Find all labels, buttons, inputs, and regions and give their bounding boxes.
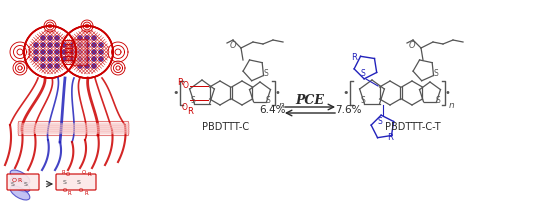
Circle shape: [91, 35, 97, 41]
Text: •: •: [444, 88, 450, 98]
Circle shape: [40, 63, 46, 69]
Text: 6.4%: 6.4%: [258, 105, 285, 115]
Text: R: R: [351, 53, 357, 62]
Circle shape: [77, 49, 83, 55]
Text: R: R: [87, 172, 91, 176]
FancyBboxPatch shape: [72, 39, 87, 65]
Text: R: R: [84, 191, 88, 196]
Circle shape: [98, 49, 104, 55]
Circle shape: [84, 49, 90, 55]
Circle shape: [33, 42, 39, 48]
Ellipse shape: [10, 186, 30, 200]
Text: O: O: [79, 187, 83, 192]
Circle shape: [70, 56, 76, 62]
Circle shape: [77, 63, 83, 69]
Text: R: R: [61, 169, 65, 174]
Circle shape: [33, 49, 39, 55]
Text: R: R: [17, 178, 21, 183]
Circle shape: [84, 42, 90, 48]
Text: S: S: [191, 95, 195, 104]
Circle shape: [54, 49, 60, 55]
Text: O: O: [409, 40, 415, 50]
Text: S: S: [361, 68, 365, 77]
Text: R: R: [67, 191, 71, 196]
Circle shape: [47, 42, 53, 48]
Text: PCE: PCE: [295, 94, 324, 106]
Text: R: R: [387, 132, 393, 141]
Text: O: O: [230, 40, 236, 50]
Text: O: O: [66, 172, 70, 176]
Text: R: R: [187, 106, 193, 116]
Circle shape: [70, 49, 76, 55]
Text: S: S: [433, 68, 438, 77]
Text: •: •: [343, 88, 349, 98]
Circle shape: [47, 56, 53, 62]
FancyBboxPatch shape: [7, 174, 39, 190]
Circle shape: [47, 49, 53, 55]
Circle shape: [54, 63, 60, 69]
Circle shape: [54, 56, 60, 62]
Text: S: S: [24, 182, 28, 187]
FancyBboxPatch shape: [56, 174, 96, 190]
Circle shape: [47, 63, 53, 69]
Text: 7.6%: 7.6%: [335, 105, 361, 115]
Circle shape: [84, 63, 90, 69]
Text: S: S: [11, 182, 15, 187]
Text: S: S: [77, 180, 81, 185]
Circle shape: [61, 56, 67, 62]
Text: O: O: [82, 169, 86, 174]
Circle shape: [91, 56, 97, 62]
Text: O: O: [183, 81, 189, 90]
Ellipse shape: [10, 170, 30, 184]
FancyBboxPatch shape: [18, 121, 128, 135]
Circle shape: [91, 49, 97, 55]
Circle shape: [77, 42, 83, 48]
Circle shape: [40, 35, 46, 41]
Circle shape: [77, 56, 83, 62]
Text: •: •: [173, 88, 179, 98]
Text: S: S: [266, 95, 271, 104]
Circle shape: [98, 42, 104, 48]
Text: •: •: [274, 88, 280, 98]
Circle shape: [54, 42, 60, 48]
Circle shape: [98, 56, 104, 62]
Circle shape: [70, 42, 76, 48]
Text: n: n: [449, 101, 455, 110]
Circle shape: [47, 35, 53, 41]
Text: S: S: [378, 117, 382, 125]
Circle shape: [61, 49, 67, 55]
Text: R: R: [177, 77, 183, 86]
Ellipse shape: [10, 178, 30, 192]
Circle shape: [33, 56, 39, 62]
Text: S: S: [63, 180, 67, 185]
Circle shape: [91, 63, 97, 69]
Circle shape: [84, 56, 90, 62]
Text: O: O: [63, 187, 67, 192]
Circle shape: [77, 35, 83, 41]
Text: S: S: [436, 95, 441, 104]
Text: n: n: [279, 101, 285, 110]
Circle shape: [61, 42, 67, 48]
Circle shape: [84, 35, 90, 41]
Text: O: O: [12, 178, 16, 183]
Circle shape: [40, 56, 46, 62]
Text: S: S: [361, 95, 365, 104]
Circle shape: [91, 42, 97, 48]
Circle shape: [40, 42, 46, 48]
Text: S: S: [263, 68, 268, 77]
Text: PBDTTT-C-T: PBDTTT-C-T: [385, 122, 441, 132]
Text: PBDTTT-C: PBDTTT-C: [202, 122, 250, 132]
Circle shape: [54, 35, 60, 41]
Circle shape: [40, 49, 46, 55]
Text: O: O: [182, 103, 188, 112]
